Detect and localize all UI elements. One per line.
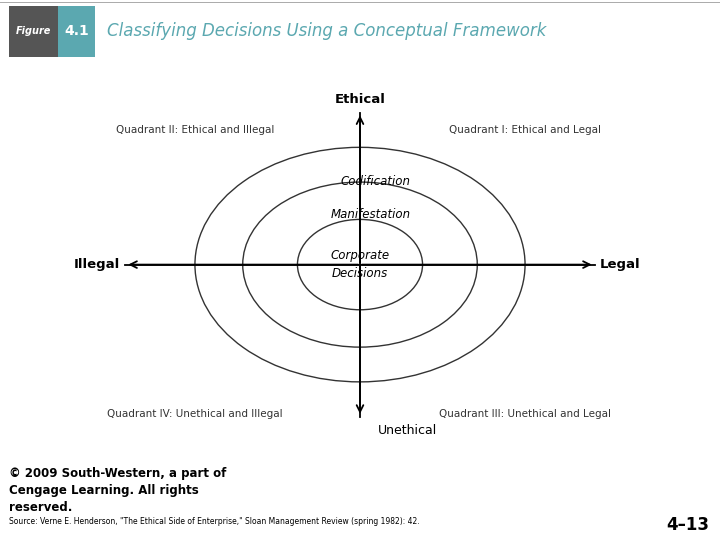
Text: Corporate
Decisions: Corporate Decisions xyxy=(330,249,390,280)
Text: © 2009 South-Western, a part of
Cengage Learning. All rights
reserved.: © 2009 South-Western, a part of Cengage … xyxy=(9,467,226,514)
Text: Figure: Figure xyxy=(15,26,51,36)
Text: Legal: Legal xyxy=(600,258,640,271)
Text: 4.1: 4.1 xyxy=(64,24,89,38)
Text: Unethical: Unethical xyxy=(378,423,438,436)
Bar xyxy=(58,6,95,57)
Text: Quadrant II: Ethical and Illegal: Quadrant II: Ethical and Illegal xyxy=(116,125,274,135)
Text: Quadrant IV: Unethical and Illegal: Quadrant IV: Unethical and Illegal xyxy=(107,409,283,419)
Text: Quadrant III: Unethical and Legal: Quadrant III: Unethical and Legal xyxy=(439,409,611,419)
Text: Quadrant I: Ethical and Legal: Quadrant I: Ethical and Legal xyxy=(449,125,601,135)
Text: Codification: Codification xyxy=(341,175,410,188)
Text: 4–13: 4–13 xyxy=(666,516,709,534)
Text: Source: Verne E. Henderson, "The Ethical Side of Enterprise," Sloan Management R: Source: Verne E. Henderson, "The Ethical… xyxy=(9,517,419,526)
Bar xyxy=(9,6,58,57)
Text: Ethical: Ethical xyxy=(335,93,385,106)
Text: Manifestation: Manifestation xyxy=(330,208,410,221)
Text: Illegal: Illegal xyxy=(74,258,120,271)
Text: Classifying Decisions Using a Conceptual Framework: Classifying Decisions Using a Conceptual… xyxy=(107,22,546,40)
